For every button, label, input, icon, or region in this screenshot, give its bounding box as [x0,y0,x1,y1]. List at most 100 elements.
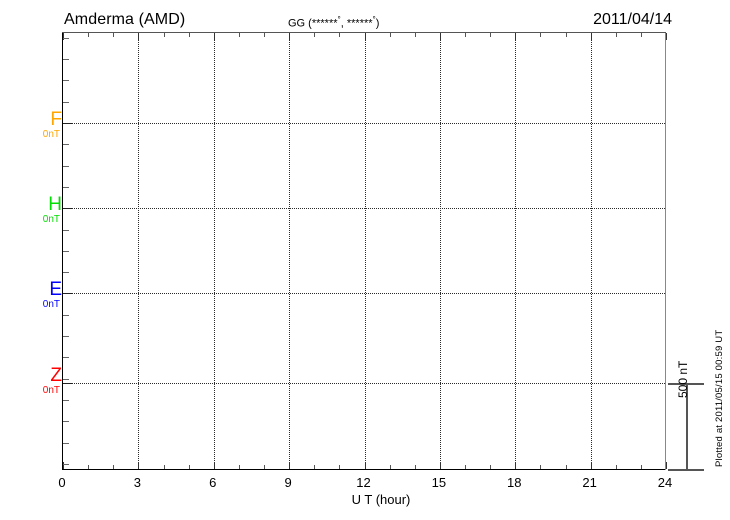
y-tick-minor [63,421,69,423]
y-tick-major [63,208,72,209]
plotted-at-timestamp: Plotted at 2011/05/15 00:59 UT [714,329,725,467]
x-tick-minor [339,465,341,469]
vertical-gridline [138,33,140,469]
coords-separator: , [340,17,347,30]
vertical-gridline [213,33,215,469]
x-tick-major [213,33,215,40]
x-tick-minor [615,33,617,37]
x-tick-minor [113,33,115,37]
geographic-coordinates: GG (******°, ******°) [288,15,379,30]
plot-area [62,33,667,470]
x-tick-label: 0 [58,475,66,490]
x-tick-major [63,33,64,40]
x-tick-major [439,33,441,40]
x-tick-major [63,462,64,469]
x-tick-major [666,33,667,40]
component-letter-f: F [50,109,62,130]
x-tick-minor [264,33,265,37]
x-tick-major [289,33,291,40]
x-tick-minor [540,465,542,469]
x-tick-minor [389,33,391,37]
x-tick-minor [615,465,617,469]
coords-prefix: GG ( [288,17,312,30]
x-tick-major [364,462,366,469]
component-baseline-gridline [63,383,665,384]
x-tick-minor [389,465,391,469]
y-tick-minor [63,250,69,252]
y-tick-minor [63,101,69,103]
x-tick-minor [113,465,115,469]
y-tick-minor [63,165,69,167]
y-tick-minor [63,442,69,444]
plot-right-border [665,33,666,470]
x-tick-major [666,462,667,469]
scale-bar-label: 500 nT [676,360,690,398]
x-tick-label: 3 [133,475,141,490]
coords-suffix: ) [375,17,380,30]
component-label-h: H 0nT [2,195,62,225]
x-tick-minor [540,33,542,37]
component-letter-z: Z [50,365,62,386]
x-tick-major [515,33,517,40]
x-tick-minor [314,33,316,37]
y-tick-major [63,293,72,294]
x-tick-label: 21 [582,475,597,490]
component-letter-h: H [48,194,62,215]
component-baseline-gridline [63,293,665,294]
x-tick-minor [188,465,190,469]
x-tick-minor [238,465,240,469]
x-tick-label: 24 [657,475,673,490]
x-tick-minor [414,465,416,469]
vertical-gridline [439,33,441,469]
x-tick-major [138,33,140,40]
x-tick-label: 15 [431,475,447,490]
x-tick-minor [565,33,567,37]
x-tick-label: 12 [356,475,371,490]
coords-latitude: ****** [311,17,338,30]
y-tick-minor [63,272,69,274]
x-tick-major [138,462,140,469]
x-tick-label: 6 [209,475,217,490]
x-tick-minor [163,465,165,469]
x-tick-minor [163,33,165,37]
y-tick-minor [63,144,69,146]
y-tick-minor [63,186,69,188]
component-baseline-e: 0nT [42,299,60,310]
component-baseline-z: 0nT [42,385,60,396]
y-tick-minor [63,399,69,401]
coords-longitude-degree-icon: ° [372,15,376,24]
x-tick-minor [465,33,466,37]
station-title: Amderma (AMD) [64,11,186,28]
y-tick-minor [63,378,69,380]
x-tick-minor [339,33,341,37]
y-tick-minor [63,463,69,465]
x-tick-minor [490,465,492,469]
component-baseline-h: 0nT [42,214,60,225]
observation-date: 2011/04/14 [593,11,672,28]
x-tick-major [590,33,592,40]
x-tick-minor [414,33,416,37]
y-tick-minor [63,37,69,39]
x-tick-minor [640,465,642,469]
x-tick-minor [565,465,567,469]
x-tick-major [515,462,517,469]
x-tick-minor [490,33,492,37]
component-label-f: F 0nT [2,110,62,140]
y-tick-major [63,383,72,384]
y-tick-minor [63,229,69,231]
x-axis-title: U T (hour) [351,492,411,507]
y-tick-minor [63,80,69,82]
vertical-gridline [515,33,517,469]
vertical-gridline [590,33,592,469]
x-tick-label: 18 [507,475,522,490]
x-tick-minor [238,33,240,37]
component-baseline-f: 0nT [42,129,60,140]
component-baseline-gridline [63,208,665,209]
x-tick-label: 9 [284,475,292,490]
scale-bar-top-cap [668,383,704,385]
y-tick-minor [63,59,69,61]
x-tick-minor [314,465,316,469]
x-tick-minor [465,465,466,469]
y-tick-minor [63,357,69,359]
